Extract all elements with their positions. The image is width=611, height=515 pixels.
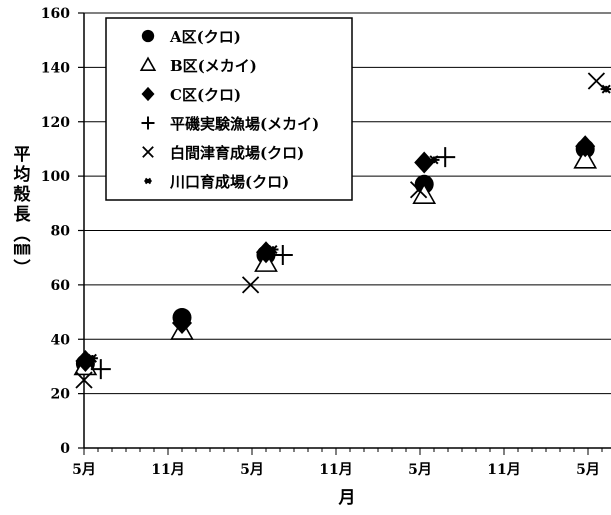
- y-tick-label: 140: [41, 60, 70, 76]
- x-tick-label: 5月: [408, 462, 432, 478]
- data-point-plus: [90, 359, 111, 380]
- x-tick-label: 5月: [72, 462, 96, 478]
- legend-marker-x: [142, 146, 154, 158]
- legend: A区(クロ) B区(メカイ) C区(クロ) 平磯実験漁場(メカイ) 白間津育成場(クロ)…: [105, 17, 353, 201]
- legend-marker-diamond: [141, 86, 155, 102]
- y-tick-label: 20: [51, 387, 71, 403]
- legend-label: 白間津育成場(クロ): [170, 144, 304, 162]
- legend-label: 川口育成場(クロ): [169, 173, 289, 191]
- x-tick-label: 11月: [151, 462, 184, 478]
- legend-label: B区(メカイ): [170, 57, 257, 75]
- legend-marker-circle: [141, 29, 155, 43]
- data-point-x: [587, 72, 606, 90]
- data-point-plus: [435, 147, 456, 168]
- y-tick-label: 60: [51, 278, 71, 294]
- data-point-diamond: [414, 151, 435, 174]
- data-point-asterisk: [86, 353, 98, 363]
- axes: [78, 12, 611, 455]
- x-tick-label: 5月: [240, 462, 264, 478]
- legend-label: A区(クロ): [169, 28, 241, 46]
- legend-marker-asterisk: [144, 177, 152, 185]
- y-tick-label: 40: [51, 332, 71, 348]
- data-point-diamond: [172, 311, 192, 334]
- y-tick-label: 0: [60, 441, 70, 457]
- legend-box: [105, 17, 353, 201]
- data-points: [73, 72, 611, 389]
- data-point-diamond: [575, 135, 596, 158]
- data-point-x: [75, 371, 93, 389]
- data-point-asterisk: [600, 84, 611, 94]
- y-tick-label: 100: [41, 169, 70, 185]
- y-axis-title: 平均殻長︵ ㎜ ︶: [14, 145, 32, 279]
- x-axis-title: 月: [338, 488, 356, 508]
- legend-marker-triangle: [139, 56, 157, 71]
- y-tick-label: 80: [51, 224, 71, 240]
- x-tick-label: 11月: [319, 462, 352, 478]
- legend-marker-plus: [141, 116, 155, 130]
- data-point-x: [241, 276, 260, 294]
- tick-labels: 0 20 40 60 80 100 120 140 160 5月 11月 5月 11月 5月 11月 5月: [41, 6, 600, 478]
- data-point-asterisk: [428, 155, 440, 165]
- legend-label: C区(クロ): [170, 86, 241, 104]
- data-point-triangle: [412, 183, 437, 204]
- legend-label: 平磯実験漁場(メカイ): [170, 115, 319, 133]
- data-point-asterisk: [267, 244, 279, 255]
- data-point-triangle: [573, 147, 598, 169]
- x-tick-label: 11月: [487, 462, 520, 478]
- x-tick-label: 5月: [576, 462, 600, 478]
- data-point-plus: [272, 244, 293, 265]
- data-point-x: [409, 181, 428, 199]
- y-tick-label: 120: [41, 115, 70, 131]
- y-tick-label: 160: [41, 6, 70, 22]
